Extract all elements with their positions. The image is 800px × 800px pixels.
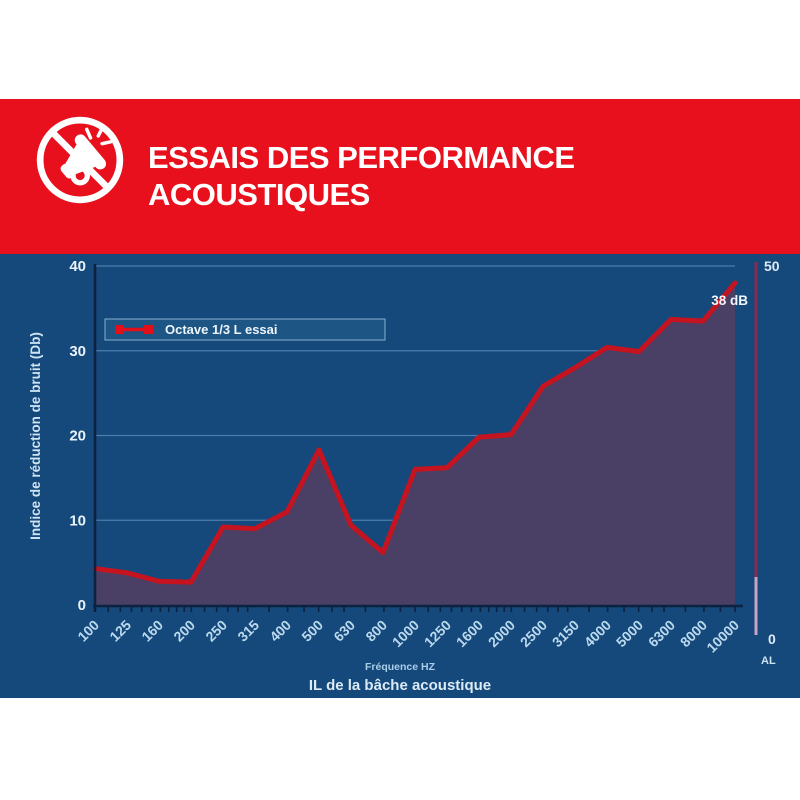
right-al-bar: 50 0 AL (754, 258, 780, 667)
right-axis-name: AL (761, 655, 776, 667)
y-tick-label: 30 (69, 343, 86, 360)
page-title-line1: ESSAIS DES PERFORMANCE (148, 140, 575, 176)
area-fill (95, 282, 735, 606)
al-bar-upper (754, 262, 758, 577)
y-tick-label: 20 (69, 428, 86, 445)
legend: Octave 1/3 L essai (104, 318, 386, 341)
legend-marker-cap (144, 325, 153, 334)
x-axis-ticks (94, 606, 736, 612)
y-tick-label: 0 (78, 597, 86, 614)
legend-marker-cap (115, 325, 124, 334)
page-title-line2: ACOUSTIQUES (148, 176, 370, 212)
muted-megaphone-icon (32, 112, 128, 208)
legend-label: Octave 1/3 L essai (165, 322, 278, 337)
line-series (92, 280, 738, 585)
x-axis-title: Fréquence HZ (365, 661, 436, 673)
right-axis-bottom-label: 0 (768, 631, 776, 647)
chart-panel: 100 125 160 200 250 315 400 500 630 800 1000 1250 16… (0, 254, 800, 698)
al-bar-lower (754, 577, 758, 635)
y-tick-label: 40 (69, 258, 86, 275)
y-axis-title: Indice de réduction de bruit (Db) (28, 332, 43, 540)
y-tick-labels: 0 10 20 30 40 (69, 258, 86, 614)
chart-subtitle: IL de la bâche acoustique (309, 677, 491, 694)
acoustic-performance-chart: 100 125 160 200 250 315 400 500 630 8001000125016… (0, 254, 800, 698)
page-title: ESSAIS DES PERFORMANCE ACOUSTIQUES (0, 140, 575, 213)
y-tick-label: 10 (69, 512, 86, 529)
legend-box (104, 318, 386, 341)
right-axis-top-label: 50 (764, 258, 780, 274)
header-banner: ESSAIS DES PERFORMANCE ACOUSTIQUES (0, 99, 800, 254)
max-value-annotation: 38 dB (711, 293, 748, 308)
